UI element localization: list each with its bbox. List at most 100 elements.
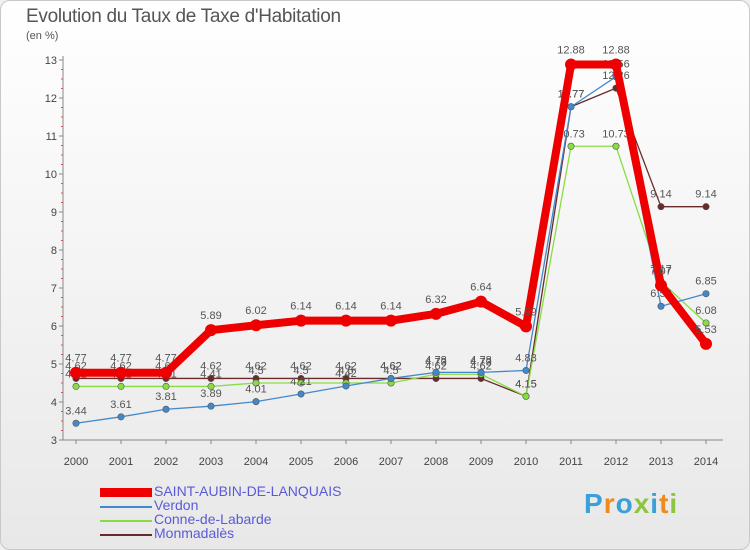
- data-label-monmadal-s: 4.62: [290, 360, 311, 372]
- x-tick-label: 2010: [514, 456, 538, 468]
- data-label-verdon: 3.89: [200, 388, 221, 400]
- data-point-verdon: [657, 302, 665, 310]
- data-label-saint-aubin-de-lanquais: 6.02: [245, 305, 266, 317]
- data-label-saint-aubin-de-lanquais: 5.89: [200, 310, 221, 322]
- data-label-saint-aubin-de-lanquais: 4.77: [155, 353, 176, 365]
- logo-letter: x: [633, 488, 651, 519]
- data-point-conne-de-labarde: [297, 379, 305, 387]
- data-label-saint-aubin-de-lanquais: 7.07: [650, 265, 671, 277]
- data-label-conne-de-labarde: 10.73: [557, 128, 585, 140]
- data-label-saint-aubin-de-lanquais: 6.14: [290, 301, 311, 313]
- data-point-verdon: [477, 368, 485, 376]
- legend-swatch: [100, 506, 152, 508]
- data-label-saint-aubin-de-lanquais: 12.88: [557, 45, 585, 57]
- data-label-conne-de-labarde: 4.5: [293, 365, 308, 377]
- y-tick-label: 12: [45, 93, 57, 105]
- data-point-saint-aubin-de-lanquais: [655, 279, 667, 292]
- data-point-conne-de-labarde: [567, 142, 575, 150]
- logo-letter: i: [650, 488, 660, 519]
- data-point-saint-aubin-de-lanquais: [205, 324, 217, 337]
- x-tick-label: 2011: [559, 456, 583, 468]
- data-label-monmadal-s: 4.62: [245, 360, 266, 372]
- data-point-saint-aubin-de-lanquais: [295, 314, 307, 327]
- proxiti-logo: Proxiti: [584, 488, 678, 520]
- data-point-conne-de-labarde: [117, 382, 125, 390]
- data-point-verdon: [207, 402, 215, 410]
- data-point-saint-aubin-de-lanquais: [250, 319, 262, 332]
- y-tick-label: 3: [51, 435, 57, 447]
- x-tick-label: 2000: [64, 456, 88, 468]
- data-label-monmadal-s: 4.62: [335, 360, 356, 372]
- x-tick-label: 2002: [154, 456, 178, 468]
- data-label-verdon: 4.78: [470, 354, 491, 366]
- data-point-saint-aubin-de-lanquais: [700, 337, 712, 350]
- data-point-saint-aubin-de-lanquais: [475, 295, 487, 308]
- legend-item-monmadal-s: Monmadalès: [100, 525, 420, 542]
- data-point-conne-de-labarde: [522, 392, 530, 400]
- data-point-conne-de-labarde: [612, 142, 620, 150]
- data-label-saint-aubin-de-lanquais: 5.99: [515, 306, 536, 318]
- data-label-verdon: 3.81: [155, 391, 176, 403]
- data-point-conne-de-labarde: [72, 382, 80, 390]
- legend-swatch: [100, 488, 152, 497]
- data-label-conne-de-labarde: 4.5: [248, 365, 263, 377]
- data-point-saint-aubin-de-lanquais: [565, 58, 577, 71]
- data-point-conne-de-labarde: [207, 382, 215, 390]
- data-point-verdon: [702, 290, 710, 298]
- data-label-monmadal-s: 9.14: [650, 189, 671, 201]
- data-point-verdon: [567, 103, 575, 111]
- logo-letter: P: [584, 488, 604, 519]
- data-label-verdon: 3.61: [110, 399, 131, 411]
- data-point-saint-aubin-de-lanquais: [430, 307, 442, 320]
- data-point-monmadal-s: [702, 203, 710, 211]
- x-tick-label: 2009: [469, 456, 493, 468]
- x-tick-label: 2014: [694, 456, 718, 468]
- legend-label: Conne-de-Labarde: [154, 511, 272, 527]
- logo-letter: r: [603, 488, 616, 519]
- x-tick-label: 2001: [109, 456, 133, 468]
- data-point-verdon: [162, 405, 170, 413]
- x-tick-label: 2013: [649, 456, 673, 468]
- y-tick-label: 7: [51, 283, 57, 295]
- data-label-verdon: 4.21: [290, 376, 311, 388]
- data-point-verdon: [297, 390, 305, 398]
- data-point-saint-aubin-de-lanquais: [160, 366, 172, 379]
- y-tick-label: 6: [51, 321, 57, 333]
- y-tick-label: 11: [46, 131, 57, 143]
- data-point-verdon: [387, 374, 395, 382]
- x-tick-label: 2008: [424, 456, 448, 468]
- y-tick-label: 10: [45, 169, 57, 181]
- legend-label: Monmadalès: [154, 525, 235, 541]
- legend-item-saint-aubin-de-lanquais: SAINT-AUBIN-DE-LANQUAIS: [100, 483, 420, 500]
- legend: SAINT-AUBIN-DE-LANQUAIS Verdon Conne-de-La…: [100, 483, 420, 542]
- data-label-saint-aubin-de-lanquais: 6.64: [470, 282, 491, 294]
- y-tick-label: 9: [51, 207, 57, 219]
- data-point-verdon: [72, 419, 80, 427]
- data-point-conne-de-labarde: [702, 319, 710, 327]
- legend-label: SAINT-AUBIN-DE-LANQUAIS: [154, 483, 342, 499]
- x-tick-label: 2004: [244, 456, 268, 468]
- logo-letter: o: [615, 488, 634, 519]
- x-tick-label: 2003: [199, 456, 223, 468]
- data-point-saint-aubin-de-lanquais: [70, 366, 82, 379]
- logo-letter: t: [659, 488, 670, 519]
- y-axis-unit: (en %): [26, 30, 59, 42]
- data-label-verdon: 4.01: [245, 384, 266, 396]
- x-tick-label: 2006: [334, 456, 358, 468]
- legend-label: Verdon: [154, 497, 199, 513]
- data-label-monmadal-s: 4.62: [380, 360, 401, 372]
- data-label-saint-aubin-de-lanquais: 4.77: [65, 353, 86, 365]
- data-label-verdon: 4.42: [335, 368, 356, 380]
- data-point-monmadal-s: [207, 374, 215, 382]
- data-label-conne-de-labarde: 10.73: [602, 128, 630, 140]
- data-label-monmadal-s: 4.62: [470, 360, 491, 372]
- data-label-monmadal-s: 4.15: [515, 378, 536, 390]
- data-point-saint-aubin-de-lanquais: [610, 58, 622, 71]
- y-tick-label: 13: [45, 55, 57, 67]
- legend-item-conne-de-labarde: Conne-de-Labarde: [100, 511, 420, 528]
- data-label-saint-aubin-de-lanquais: 5.53: [695, 324, 716, 336]
- legend-swatch: [100, 534, 152, 536]
- x-tick-label: 2007: [379, 456, 403, 468]
- data-label-monmadal-s: 9.14: [695, 189, 716, 201]
